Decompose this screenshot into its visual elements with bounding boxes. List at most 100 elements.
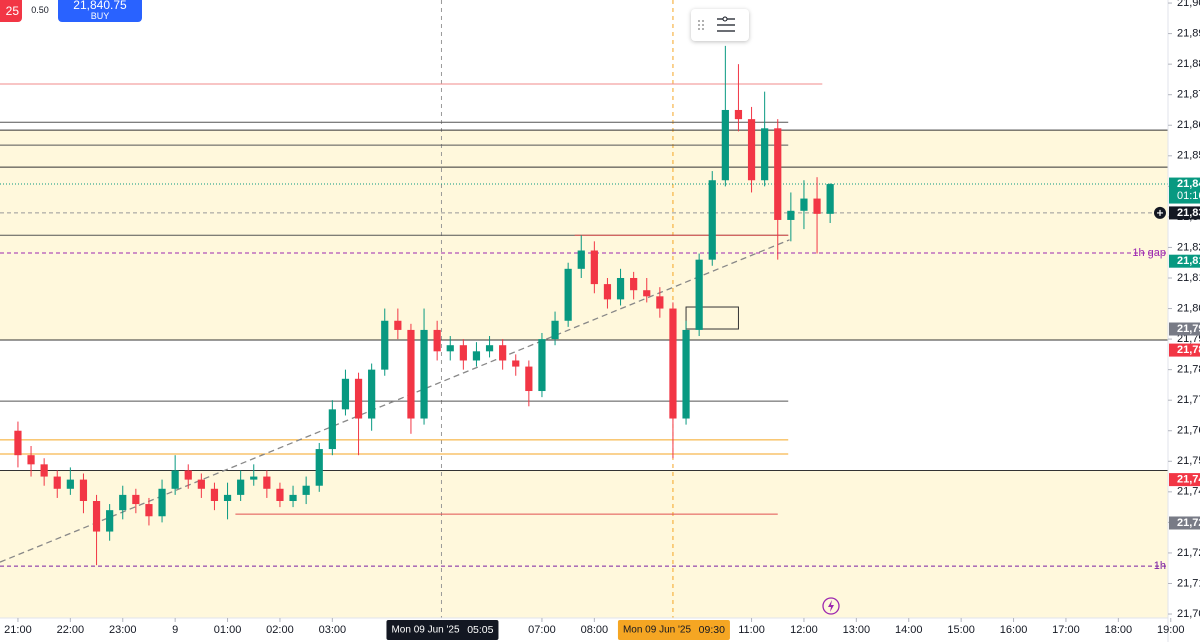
- buy-price: 21,840.75: [73, 0, 127, 12]
- x-tick-label: 9: [172, 624, 178, 636]
- level-label: 1h gap: [1132, 247, 1166, 259]
- add-icon: [1157, 209, 1163, 216]
- candle-body: [40, 464, 48, 477]
- x-tick-label: 11:00: [738, 624, 765, 636]
- price-tag-label: 21,83: [1177, 207, 1200, 219]
- x-tick-label: 23:00: [109, 624, 137, 636]
- y-tick-label: 21,740: [1177, 486, 1200, 498]
- candle-body: [302, 485, 310, 495]
- price-tag-label: 21,79: [1177, 323, 1200, 335]
- candle-body: [250, 476, 258, 480]
- x-tick-label: 21:00: [4, 624, 32, 636]
- x-tick-label: 15:00: [947, 624, 975, 636]
- candle-body: [721, 109, 729, 181]
- candle-body: [616, 277, 625, 300]
- x-tick-label: 14:00: [895, 624, 923, 636]
- candle-body: [590, 250, 598, 285]
- price-tag-label: 21,84: [1177, 178, 1200, 190]
- candle-body: [27, 455, 35, 465]
- price-tag-label: 21,72: [1177, 517, 1200, 529]
- trendline: [0, 239, 790, 563]
- price-tag: [1169, 473, 1200, 487]
- candle-body: [682, 329, 690, 419]
- time-marker-bg: [617, 620, 730, 640]
- candle-body: [800, 198, 808, 211]
- candle-body: [433, 329, 441, 352]
- candle-body: [787, 210, 795, 220]
- candle-body: [145, 504, 153, 517]
- candle-body: [237, 479, 245, 495]
- y-tick-label: 21,810: [1177, 272, 1200, 284]
- box: [685, 306, 739, 330]
- floating-toolbar[interactable]: [691, 9, 749, 41]
- price-tag: [1169, 177, 1200, 204]
- candle-body: [630, 277, 638, 291]
- candle-body: [106, 510, 114, 532]
- x-tick-label: 12:00: [790, 624, 818, 636]
- x-tick-label: 18:00: [1105, 624, 1133, 636]
- y-tick-label: 21,820: [1177, 241, 1200, 253]
- candle-body: [289, 494, 297, 501]
- x-axis-bg: [0, 618, 1200, 642]
- candle-body: [158, 488, 166, 517]
- y-tick-label: 21,780: [1177, 364, 1200, 376]
- candle-body: [499, 345, 507, 361]
- candle-body: [79, 479, 88, 501]
- time-marker-date: Mon 09 Jun '25: [391, 625, 460, 636]
- spread: 0.50: [31, 5, 49, 15]
- x-tick-label: 01:00: [214, 624, 242, 636]
- candle-body: [643, 290, 651, 297]
- y-tick-label: 21,720: [1177, 547, 1200, 559]
- candle-body: [92, 500, 101, 532]
- y-tick-label: 21,760: [1177, 425, 1200, 437]
- candle-body: [315, 449, 323, 486]
- candle-body: [813, 198, 821, 214]
- candles: [14, 45, 834, 566]
- candle-body: [328, 409, 336, 450]
- x-tick-label: 03:00: [319, 624, 347, 636]
- y-tick-label: 21,850: [1177, 150, 1200, 162]
- candle-body: [446, 345, 454, 352]
- candle-body: [525, 366, 533, 392]
- candle-body: [197, 479, 205, 489]
- candle-body: [826, 184, 834, 214]
- candle-body: [53, 476, 61, 489]
- x-tick-label: 07:00: [528, 624, 556, 636]
- toolbar-icons: [698, 16, 735, 32]
- price-tag-sub: 01:16: [1177, 190, 1200, 202]
- alert-icon[interactable]: [822, 597, 840, 615]
- tags: Mon 09 Jun '25 05:05 Mon 09 Jun '25 09:30 21…: [386, 177, 1200, 640]
- candle-body: [669, 308, 677, 419]
- price-tag-label: 21,78: [1177, 344, 1200, 356]
- candle-body: [171, 470, 179, 489]
- candle-body: [132, 494, 140, 505]
- candle-body: [761, 128, 769, 181]
- price-tag: [1169, 322, 1200, 336]
- time-marker-time: 09:30: [699, 624, 725, 636]
- candle-body: [263, 476, 271, 489]
- candle-body: [538, 339, 546, 392]
- y-axis-bg: [1168, 0, 1200, 642]
- drawings: 1h gap 1h: [0, 0, 1168, 618]
- y-tick-label: 21,700: [1177, 608, 1200, 620]
- time-marker-time: 05:05: [467, 624, 493, 636]
- candle-body: [223, 494, 232, 501]
- level-label: 1h: [1154, 560, 1166, 572]
- candle-body: [381, 320, 389, 370]
- price-tag: [1169, 516, 1200, 530]
- candle-body: [14, 430, 22, 456]
- price-tag: [1169, 254, 1200, 268]
- candle-body: [368, 369, 376, 419]
- buy-button[interactable]: 21,840.75 BUY: [58, 0, 142, 22]
- candle-body: [551, 320, 559, 340]
- y-tick-label: 21,890: [1177, 28, 1200, 40]
- candle-body: [774, 128, 782, 220]
- candle-body: [394, 320, 402, 330]
- candle-body: [512, 360, 520, 367]
- sell-button[interactable]: 25: [0, 0, 22, 22]
- time-marker-date: Mon 09 Jun '25: [623, 625, 692, 636]
- x-tick-label: 17:00: [1052, 624, 1080, 636]
- candle-body: [656, 296, 664, 309]
